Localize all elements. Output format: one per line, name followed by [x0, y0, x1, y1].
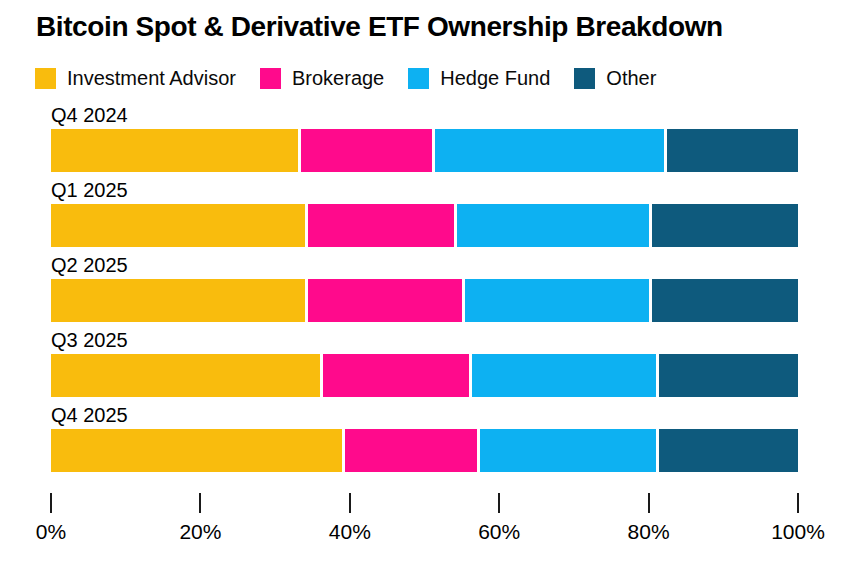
- axis-tick: [349, 493, 351, 513]
- bar-row: Q4 2024: [51, 104, 798, 172]
- axis-tick-label: 20%: [179, 520, 221, 544]
- legend-item: Investment Advisor: [35, 67, 236, 90]
- bar-segment-hedge-fund: [432, 129, 664, 172]
- bar-segment-other: [664, 129, 798, 172]
- bar-segment-brokerage: [342, 429, 476, 472]
- legend-swatch-icon: [35, 68, 56, 89]
- bar-segment-other: [649, 204, 798, 247]
- stacked-bar-chart: Q4 2024 Q1 2025 Q2 2025 Q3 2025 Q4 2025: [51, 104, 798, 479]
- bar-segment-brokerage: [320, 354, 469, 397]
- bar-row: Q4 2025: [51, 404, 798, 472]
- axis-tick-label: 80%: [628, 520, 670, 544]
- legend-item: Other: [574, 67, 656, 90]
- bar-segment-hedge-fund: [454, 204, 648, 247]
- stacked-bar: [51, 354, 798, 397]
- bar-segment-hedge-fund: [469, 354, 656, 397]
- bar-segment-investment-advisor: [51, 204, 305, 247]
- axis-tick-label: 100%: [771, 520, 825, 544]
- axis-tick-label: 40%: [329, 520, 371, 544]
- legend-swatch-icon: [408, 68, 429, 89]
- axis-tick: [648, 493, 650, 513]
- bar-segment-other: [656, 429, 798, 472]
- bar-segment-brokerage: [305, 204, 454, 247]
- stacked-bar: [51, 279, 798, 322]
- bar-row: Q2 2025: [51, 254, 798, 322]
- bar-segment-brokerage: [305, 279, 462, 322]
- bar-segment-investment-advisor: [51, 129, 298, 172]
- chart-page: Bitcoin Spot & Derivative ETF Ownership …: [0, 0, 848, 564]
- legend-label: Other: [606, 67, 656, 90]
- category-label: Q3 2025: [51, 329, 798, 351]
- category-label: Q4 2024: [51, 104, 798, 126]
- bar-segment-other: [649, 279, 798, 322]
- axis-tick: [498, 493, 500, 513]
- category-label: Q1 2025: [51, 179, 798, 201]
- legend-label: Hedge Fund: [440, 67, 550, 90]
- legend-label: Investment Advisor: [67, 67, 236, 90]
- legend-item: Brokerage: [260, 67, 384, 90]
- stacked-bar: [51, 429, 798, 472]
- category-label: Q2 2025: [51, 254, 798, 276]
- bar-segment-hedge-fund: [477, 429, 656, 472]
- bar-segment-other: [656, 354, 798, 397]
- legend-item: Hedge Fund: [408, 67, 550, 90]
- axis-tick-label: 0%: [36, 520, 66, 544]
- bar-segment-investment-advisor: [51, 429, 342, 472]
- bar-segment-hedge-fund: [462, 279, 649, 322]
- stacked-bar: [51, 204, 798, 247]
- x-axis: 0%20%40%60%80%100%: [51, 493, 798, 553]
- chart-title: Bitcoin Spot & Derivative ETF Ownership …: [36, 10, 723, 44]
- bar-segment-investment-advisor: [51, 279, 305, 322]
- axis-tick: [797, 493, 799, 513]
- legend-label: Brokerage: [292, 67, 384, 90]
- bar-row: Q3 2025: [51, 329, 798, 397]
- axis-tick: [50, 493, 52, 513]
- bar-row: Q1 2025: [51, 179, 798, 247]
- legend-swatch-icon: [260, 68, 281, 89]
- category-label: Q4 2025: [51, 404, 798, 426]
- legend: Investment Advisor Brokerage Hedge Fund Oth…: [35, 67, 656, 90]
- legend-swatch-icon: [574, 68, 595, 89]
- bar-segment-brokerage: [298, 129, 432, 172]
- stacked-bar: [51, 129, 798, 172]
- axis-tick-label: 60%: [478, 520, 520, 544]
- bar-segment-investment-advisor: [51, 354, 320, 397]
- axis-tick: [199, 493, 201, 513]
